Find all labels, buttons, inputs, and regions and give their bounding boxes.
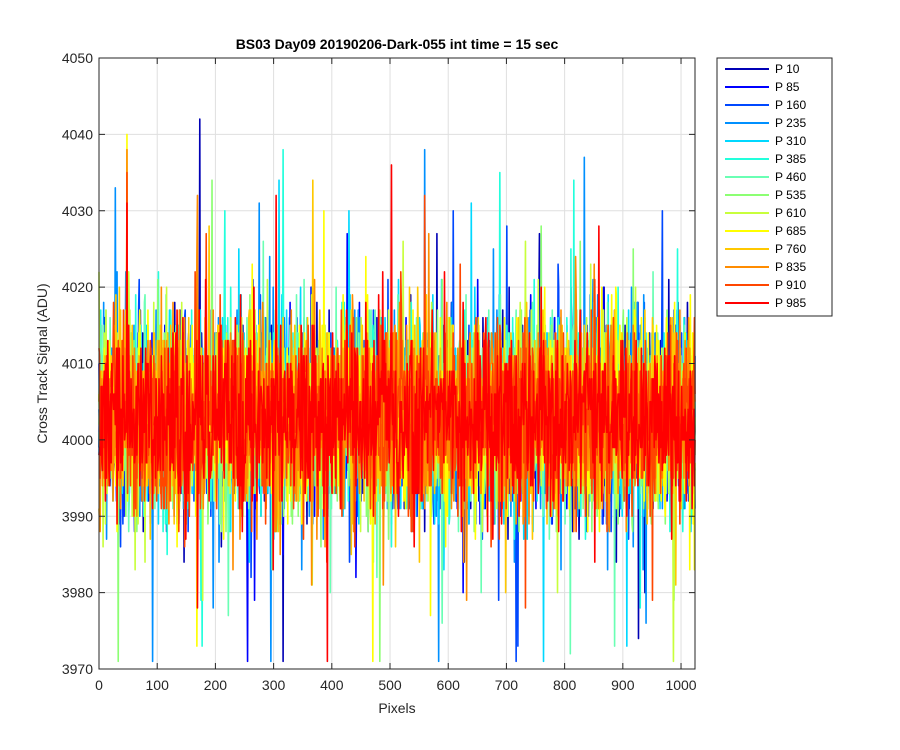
x-tick-label: 300 — [262, 677, 286, 693]
legend-entry: P 910 — [775, 278, 806, 292]
plot-area: 0 100 200 300 400 500 600 700 800 900 1000 3970 3980… — [62, 50, 697, 693]
y-tick-label: 3970 — [62, 661, 93, 677]
legend-entry: P 760 — [775, 242, 806, 256]
y-tick-label: 4050 — [62, 50, 93, 66]
y-tick-label: 4020 — [62, 279, 93, 295]
x-tick-label: 0 — [95, 677, 103, 693]
legend-entry: P 535 — [775, 188, 806, 202]
legend-entry: P 685 — [775, 224, 806, 238]
y-tick-label: 4030 — [62, 203, 93, 219]
legend-entry: P 460 — [775, 170, 806, 184]
x-tick-label: 900 — [611, 677, 635, 693]
y-tick-label: 4000 — [62, 432, 93, 448]
ticks: 0 100 200 300 400 500 600 700 800 900 1000 3970 3980… — [62, 50, 697, 693]
chart-title: BS03 Day09 20190206-Dark-055 int time = … — [236, 36, 559, 52]
series-line — [98, 164, 696, 663]
x-tick-label: 500 — [378, 677, 402, 693]
x-tick-label: 700 — [495, 677, 519, 693]
y-tick-label: 4010 — [62, 356, 93, 372]
x-tick-label: 800 — [553, 677, 577, 693]
x-tick-label: 1000 — [665, 677, 696, 693]
legend-entry: P 310 — [775, 134, 806, 148]
x-tick-label: 100 — [146, 677, 170, 693]
legend-entry: P 985 — [775, 296, 806, 310]
x-tick-label: 600 — [437, 677, 461, 693]
legend-entry: P 85 — [775, 80, 800, 94]
legend-entry: P 385 — [775, 152, 806, 166]
series-lines — [98, 118, 696, 663]
y-tick-label: 3980 — [62, 585, 93, 601]
x-axis-label: Pixels — [378, 700, 415, 716]
y-axis-label: Cross Track Signal (ADU) — [34, 283, 50, 443]
legend-entry: P 160 — [775, 98, 806, 112]
y-tick-label: 3990 — [62, 508, 93, 524]
legend: P 10 P 85 P 160 P 235 P 310 P 385 P 460 P 535 P … — [716, 57, 833, 317]
legend-entry: P 10 — [775, 62, 800, 76]
legend-entry: P 235 — [775, 116, 806, 130]
legend-entry: P 835 — [775, 260, 806, 274]
x-tick-label: 400 — [320, 677, 344, 693]
x-tick-label: 200 — [204, 677, 228, 693]
legend-entry: P 610 — [775, 206, 806, 220]
y-tick-label: 4040 — [62, 126, 93, 142]
legend-box — [716, 57, 833, 317]
